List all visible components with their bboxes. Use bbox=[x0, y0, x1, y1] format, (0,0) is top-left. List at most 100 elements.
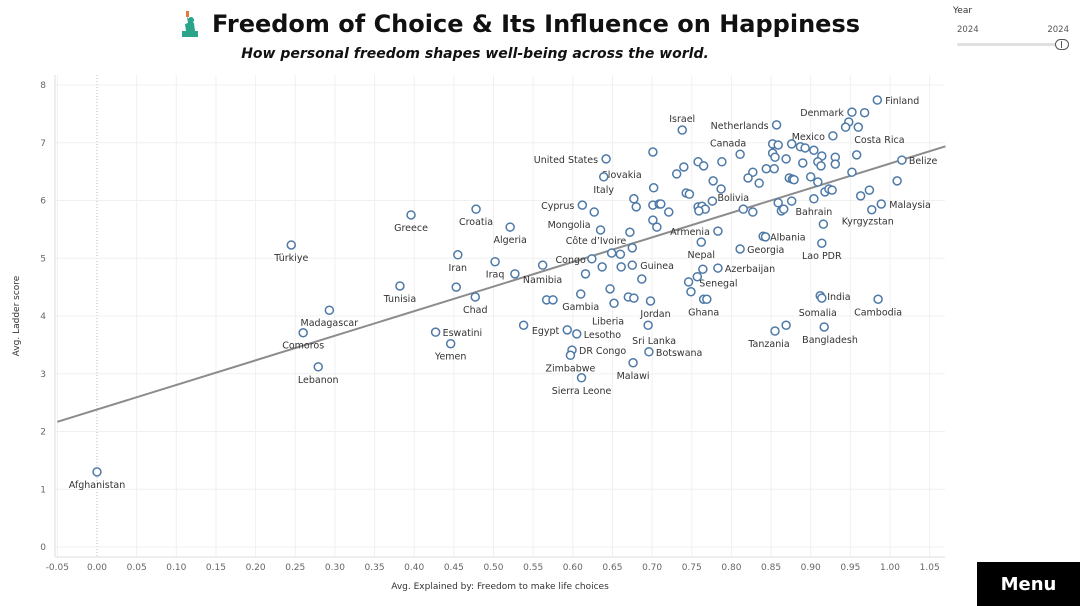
data-point bbox=[770, 152, 780, 162]
y-tick-label: 0 bbox=[40, 543, 46, 553]
y-tick-label: 1 bbox=[40, 485, 46, 495]
x-tick-label: 0.00 bbox=[87, 563, 107, 573]
point-label: Guinea bbox=[640, 261, 674, 272]
point-label: Namibia bbox=[523, 275, 562, 286]
year-slider[interactable] bbox=[957, 39, 1069, 50]
data-point bbox=[664, 207, 674, 217]
data-point bbox=[713, 226, 723, 236]
data-point bbox=[631, 202, 641, 212]
data-point bbox=[597, 262, 607, 272]
point-label: Bangladesh bbox=[802, 335, 858, 346]
x-tick-label: 0.80 bbox=[721, 563, 741, 573]
data-point bbox=[773, 140, 783, 150]
x-axis-title: Avg. Explained by: Freedom to make life … bbox=[391, 582, 609, 592]
data-point bbox=[702, 294, 712, 305]
point-label: Cyprus bbox=[541, 201, 574, 212]
data-point bbox=[677, 125, 687, 135]
point-label: Cambodia bbox=[854, 307, 902, 318]
point-label: Mexico bbox=[792, 132, 825, 143]
point-label: Ghana bbox=[688, 307, 719, 318]
dashboard-title: Freedom of Choice & Its Influence on Hap… bbox=[178, 10, 860, 38]
data-point bbox=[656, 199, 666, 209]
x-tick-label: 0.05 bbox=[127, 563, 147, 573]
x-tick-label: 0.60 bbox=[563, 563, 583, 573]
data-point bbox=[847, 167, 857, 177]
data-point bbox=[769, 163, 779, 174]
data-point bbox=[606, 248, 617, 258]
data-point bbox=[648, 147, 658, 157]
year-slider-handle[interactable] bbox=[1055, 39, 1069, 50]
data-point bbox=[771, 120, 782, 130]
point-label: Botswana bbox=[656, 348, 702, 359]
data-point bbox=[686, 286, 696, 297]
data-point bbox=[683, 277, 694, 287]
data-point bbox=[580, 269, 591, 279]
data-point bbox=[760, 232, 771, 242]
data-point bbox=[786, 139, 797, 149]
y-tick-label: 6 bbox=[40, 197, 46, 207]
menu-button[interactable]: Menu bbox=[977, 562, 1080, 606]
data-point bbox=[698, 264, 708, 274]
x-tick-label: -0.05 bbox=[46, 563, 69, 573]
data-point bbox=[286, 240, 297, 250]
data-point bbox=[406, 210, 416, 220]
point-label: Iran bbox=[449, 263, 468, 274]
x-tick-label: 0.10 bbox=[166, 563, 186, 573]
data-point bbox=[637, 274, 647, 284]
data-point bbox=[761, 163, 772, 174]
data-point bbox=[629, 293, 639, 303]
x-tick-label: 0.35 bbox=[365, 563, 385, 573]
data-point bbox=[789, 174, 799, 185]
dashboard-subtitle: How personal freedom shapes well-being a… bbox=[241, 46, 709, 62]
point-label: Côte d’Ivoire bbox=[566, 236, 627, 247]
x-tick-label: 0.65 bbox=[602, 563, 622, 573]
data-point bbox=[627, 243, 638, 253]
point-label: Azerbaijan bbox=[725, 264, 775, 275]
data-point bbox=[786, 196, 797, 206]
data-point bbox=[738, 204, 749, 214]
data-point bbox=[713, 263, 723, 273]
x-tick-label: 0.95 bbox=[840, 563, 860, 573]
data-point bbox=[505, 222, 515, 232]
data-point bbox=[692, 271, 703, 282]
data-point bbox=[577, 200, 588, 210]
data-point bbox=[445, 338, 456, 349]
point-label: Lesotho bbox=[584, 330, 621, 341]
point-label: United States bbox=[534, 155, 598, 166]
data-point bbox=[645, 296, 656, 306]
point-label: Canada bbox=[710, 138, 746, 149]
y-tick-label: 2 bbox=[40, 428, 46, 438]
point-label: Madagascar bbox=[301, 318, 359, 329]
y-tick-label: 5 bbox=[40, 254, 46, 264]
point-label: Belize bbox=[909, 156, 938, 167]
point-label: Albania bbox=[770, 232, 805, 243]
data-point bbox=[616, 262, 626, 272]
data-point bbox=[748, 207, 758, 217]
y-tick-label: 7 bbox=[40, 139, 46, 149]
x-tick-label: 0.75 bbox=[682, 563, 702, 573]
year-max-label: 2024 bbox=[1047, 25, 1069, 35]
point-label: Yemen bbox=[434, 352, 467, 363]
statue-of-liberty-icon bbox=[182, 11, 198, 37]
data-point bbox=[652, 222, 662, 232]
data-point bbox=[648, 215, 658, 225]
data-point bbox=[847, 107, 857, 117]
data-point bbox=[876, 199, 887, 209]
point-label: Congo bbox=[556, 255, 586, 266]
year-min-label: 2024 bbox=[957, 25, 979, 35]
x-tick-label: 0.70 bbox=[642, 563, 662, 573]
data-point bbox=[805, 172, 816, 182]
x-tick-label: 0.90 bbox=[801, 563, 821, 573]
point-label: DR Congo bbox=[579, 346, 626, 357]
x-tick-label: 0.30 bbox=[325, 563, 345, 573]
data-point bbox=[819, 322, 829, 332]
data-point bbox=[817, 238, 827, 248]
data-point bbox=[92, 467, 102, 477]
point-label: Bolivia bbox=[717, 193, 749, 204]
grid bbox=[55, 75, 945, 557]
data-point bbox=[313, 362, 323, 372]
year-slider-track[interactable] bbox=[957, 43, 1063, 46]
data-point bbox=[589, 207, 599, 217]
data-point bbox=[735, 149, 745, 160]
data-point bbox=[781, 154, 791, 164]
